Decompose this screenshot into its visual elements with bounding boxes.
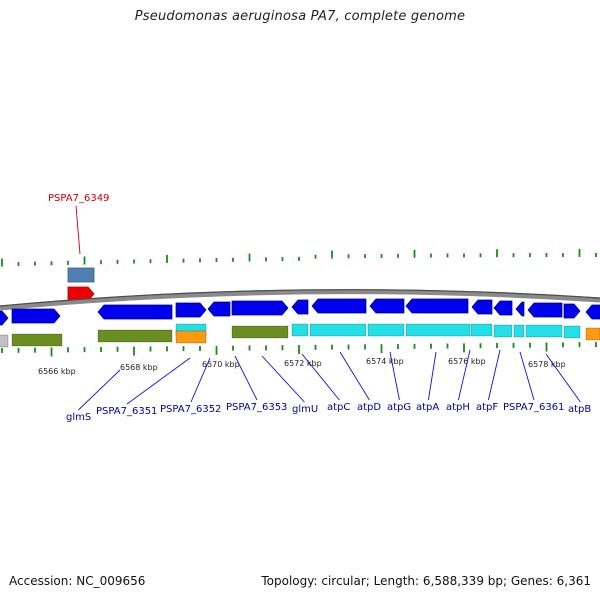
gene-label: glmU [292,404,318,415]
cds-bar [493,324,513,338]
inner-tick-track [1,342,597,357]
cds-bar [175,330,207,344]
gene-arrow [369,298,405,314]
gene-arrow [207,301,231,317]
leader-line [389,351,400,401]
gene-arrow [527,302,563,318]
highlight-label: PSPA7_6349 [48,193,109,204]
cds-bar [405,323,471,337]
gene-arrow [471,299,493,315]
outer-tick-track [1,249,597,267]
gene-label: glmS [66,412,91,423]
cds-bar [97,329,173,343]
gene-label: atpH [446,402,470,413]
gene-label: atpF [476,402,498,413]
scale-label: 6568 kbp [120,363,158,372]
cds-bar [563,325,581,339]
gene-label: PSPA7_6351 [96,406,157,417]
gene-label: atpA [416,402,439,413]
highlight-leader-line [75,205,81,255]
leader-line [301,353,340,401]
topology-text: Topology: circular; Length: 6,588,339 bp… [261,574,591,588]
leader-line [545,353,581,403]
leader-line [261,355,305,403]
gene-arrow [291,299,309,315]
cds-bar [513,324,525,338]
gene-label: atpB [568,404,591,415]
leader-line [339,351,370,401]
cds-bar [525,324,563,338]
gene-arrow [585,304,600,320]
gene-track [0,298,600,326]
gene-arrow [97,304,173,320]
cds-bar [309,323,367,337]
gene-labels: glmS PSPA7_6351 PSPA7_6352 PSPA7_6353 glmU at… [66,402,591,423]
cds-bar [585,327,600,341]
gene-label: PSPA7_6353 [226,402,287,413]
cds-bar [0,334,9,348]
leader-line [519,351,535,401]
gene-arrow [515,301,525,317]
gene-arrow [231,300,289,316]
gene-arrow [493,300,513,316]
leader-line [78,369,121,411]
genome-backbone [0,289,600,311]
cds-bar [291,323,309,337]
gene-label: PSPA7_6352 [160,404,221,415]
leader-line [126,357,191,405]
upper-gene-track [67,267,95,302]
scale-label: 6578 kbp [528,360,566,369]
gene-label: PSPA7_6361 [503,402,564,413]
accession-text: Accession: NC_009656 [9,574,146,588]
leader-line [457,349,471,401]
scale-label: 6574 kbp [366,357,404,366]
gene-label: atpG [387,402,411,413]
gene-label-leaders [78,349,581,411]
scale-label: 6576 kbp [448,357,486,366]
gene-label: atpC [327,402,350,413]
scale-labels: 6566 kbp 6568 kbp 6570 kbp 6572 kbp 6574 kbp… [38,357,566,376]
gene-arrow [175,302,207,318]
leader-line [234,355,258,401]
map-title: Pseudomonas aeruginosa PA7, complete gen… [134,9,466,24]
gene-arrow [311,298,367,314]
highlight-gene-label: PSPA7_6349 [48,193,109,255]
cds-bar [470,323,493,337]
gene-label: atpD [357,402,381,413]
gene-arrow [11,308,61,324]
cds-track [0,323,600,348]
gene-arrow [405,298,469,314]
leader-line [190,357,211,403]
leader-line [427,351,437,401]
gene-block-steelblue [67,267,95,283]
cds-bar [231,325,289,339]
cds-bar [367,323,405,337]
gene-arrow [563,303,581,319]
gene-arrow-red [67,286,95,302]
cds-bar [11,333,63,347]
leader-line [487,349,501,401]
gene-arrow [0,310,9,326]
scale-label: 6566 kbp [38,367,76,376]
scale-label: 6572 kbp [284,359,322,368]
scale-label: 6570 kbp [202,360,240,369]
genome-backbone-shade [0,289,600,307]
